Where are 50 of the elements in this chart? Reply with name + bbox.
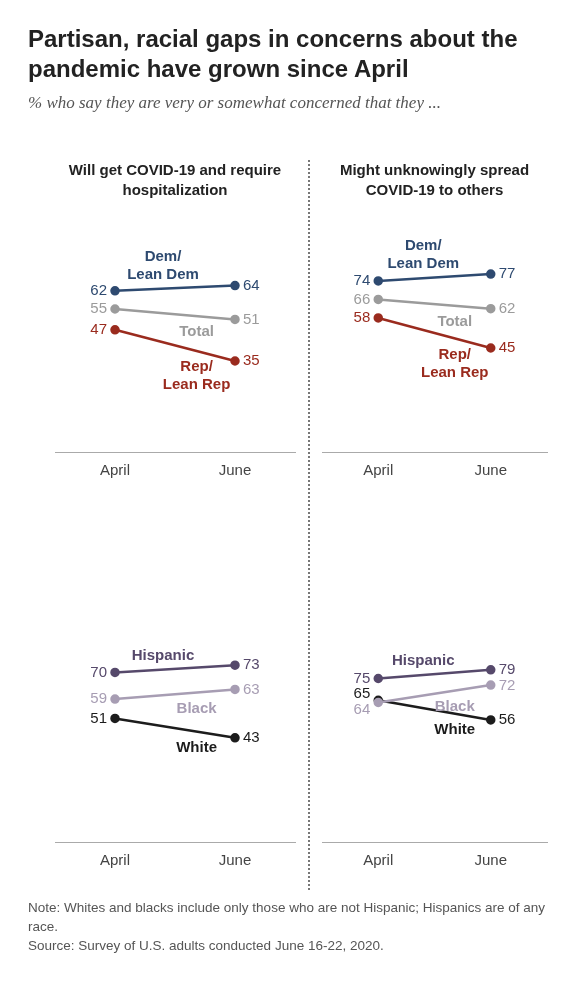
series-label: Total [437,311,473,329]
data-label: 72 [498,675,516,693]
x-tick-label: June [474,461,508,479]
text: Note: Whites and blacks include only those who are not Hispanic; Hispanics are of any race. [28,899,547,936]
x-tick-label: April [363,461,394,479]
series-label: Hispanic [131,645,195,663]
text: Partisan, racial gaps in concerns about the pandemic have grown since April [28,24,519,84]
data-label: 79 [498,659,516,677]
series-label: White [434,719,476,737]
data-label: 35 [243,351,260,369]
source-note: Source: Survey of U.S. adults conducted June 16-22, 2020. [28,937,385,955]
data-label: 75 [353,668,371,686]
data-label: 56 [498,710,516,728]
x-tick-label: April [99,851,131,869]
data-label: 64 [353,699,371,717]
data-label: 45 [498,338,516,356]
series-label: Black [434,696,476,714]
data-label: 51 [243,309,260,327]
chart-title: Will get COVID-19 and require hospitalization [67,160,283,200]
data-label: 74 [353,271,371,289]
data-label: 70 [90,662,107,680]
series-label: Hispanic [391,651,455,669]
series-label: Dem/ Lean Dem [127,246,199,282]
series-label: Total [179,322,214,340]
data-label: 65 [353,683,371,701]
data-label: 63 [243,679,260,697]
series-label: Rep/ Lean Rep [420,344,489,380]
data-label: 43 [243,727,260,745]
data-label: 62 [90,280,107,298]
data-label: 51 [90,708,107,726]
data-label: 66 [353,289,371,307]
x-tick-label: April [99,461,131,479]
series-label: Black [176,698,218,716]
series-label: White [176,737,218,755]
data-label: 59 [90,689,107,707]
x-tick-label: April [363,851,394,869]
series-label: Rep/ Lean Rep [162,357,231,393]
chart-title: Might unknowingly spread COVID-19 to others [338,160,531,200]
x-tick-label: June [474,851,508,869]
data-label: 55 [90,299,107,317]
data-label: 47 [90,319,107,337]
data-label: 73 [243,655,260,673]
x-tick-label: June [218,851,252,869]
data-label: 64 [243,275,260,293]
data-label: 77 [498,264,516,282]
text: % who say they are very or somewhat concerned that they ... [28,92,442,114]
data-label: 58 [353,308,371,326]
data-label: 62 [498,298,516,316]
series-label: Dem/ Lean Dem [387,236,460,272]
x-tick-label: June [218,461,252,479]
